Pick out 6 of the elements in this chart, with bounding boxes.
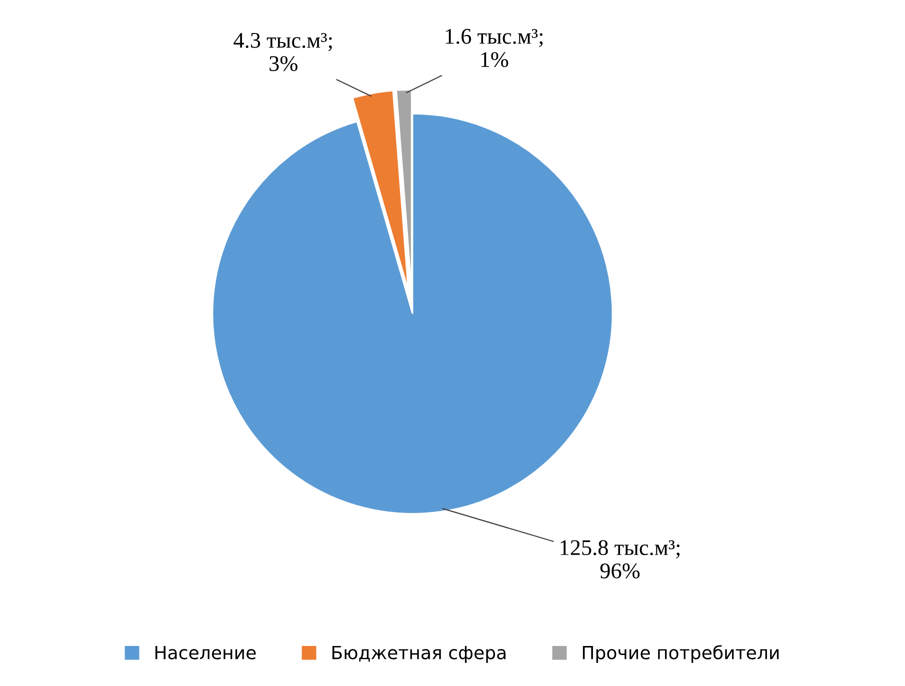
data-label: 4.3 тыс.м³; 3% <box>234 32 332 72</box>
legend-label: Бюджетная сфера <box>332 646 506 663</box>
legend-label: Прочие потребители <box>582 645 779 663</box>
data-label: 125.8 тыс.м³; 96% <box>560 540 680 578</box>
legend-label: Население <box>155 646 256 660</box>
data-label: 1.6 тыс.м³; 1% <box>446 28 543 68</box>
